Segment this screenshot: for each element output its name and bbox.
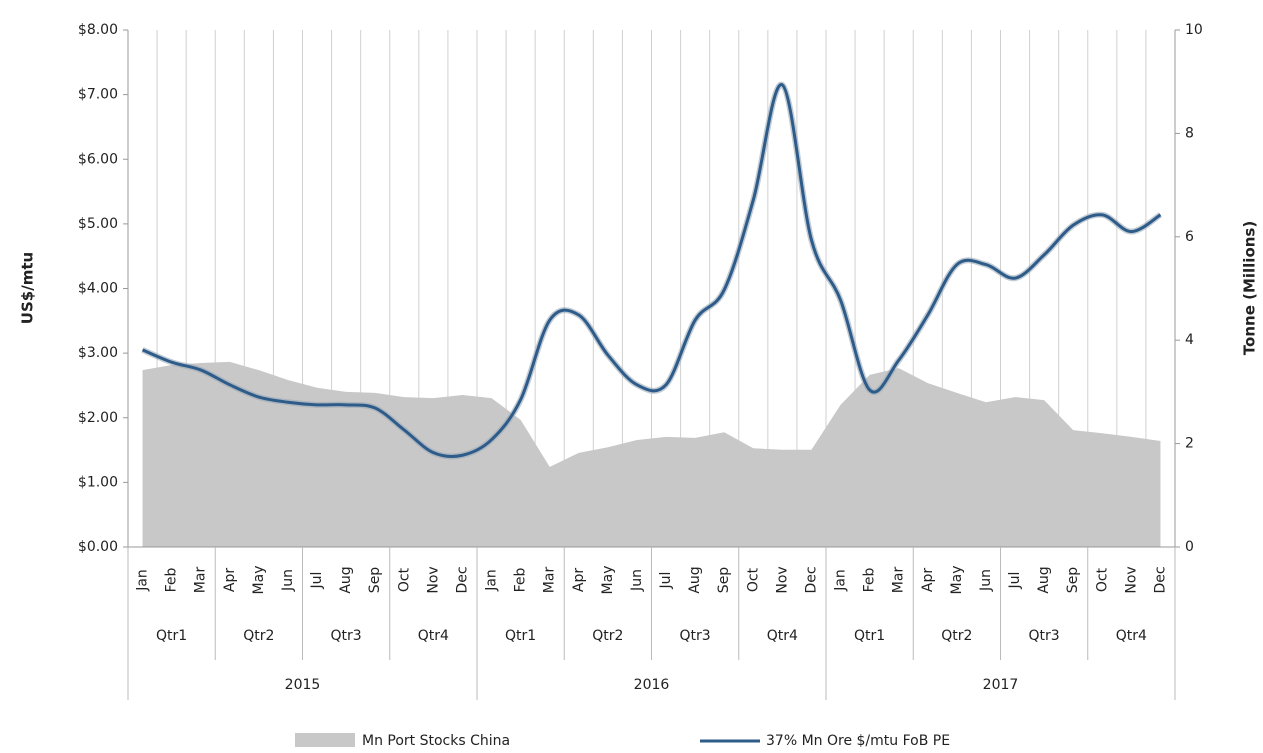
x-tick-label: Feb: [513, 567, 529, 592]
x-tick-label: May: [600, 566, 616, 595]
quarter-label: Qtr4: [418, 628, 449, 644]
y-tick-label: $5.00: [78, 216, 118, 232]
x-tick-label: Nov: [774, 566, 790, 593]
quarter-label: Qtr1: [156, 628, 187, 644]
x-tick-label: Nov: [425, 566, 441, 593]
x-tick-label: Dec: [1152, 566, 1168, 593]
quarter-label: Qtr2: [941, 628, 972, 644]
y-tick-label: $1.00: [78, 474, 118, 490]
y-tick-label: $2.00: [78, 410, 118, 426]
x-tick-label: Apr: [571, 568, 587, 592]
x-tick-label: Sep: [1065, 567, 1081, 594]
y-tick-label: $4.00: [78, 281, 118, 297]
quarter-label: Qtr4: [767, 628, 798, 644]
x-tick-label: Jan: [484, 569, 500, 592]
x-tick-label: Aug: [338, 566, 354, 593]
y2-tick-label: 2: [1185, 436, 1194, 452]
x-tick-label: Aug: [687, 566, 703, 593]
year-label: 2017: [983, 677, 1019, 693]
x-tick-label: Dec: [803, 566, 819, 593]
y2-tick-label: 0: [1185, 539, 1194, 555]
x-tick-label: Aug: [1036, 566, 1052, 593]
y2-axis-title: Tonne (Millions): [1241, 221, 1259, 355]
x-tick-label: Jul: [658, 572, 674, 590]
quarter-label: Qtr1: [505, 628, 536, 644]
x-tick-label: Dec: [454, 566, 470, 593]
y2-tick-label: 4: [1185, 332, 1194, 348]
x-tick-label: May: [251, 566, 267, 595]
line: [141, 83, 1162, 458]
y-tick-label: $7.00: [78, 87, 118, 103]
y-axis-title: US$/mtu: [19, 252, 37, 324]
x-tick-label: Jan: [135, 569, 151, 592]
legend-label: 37% Mn Ore $/mtu FoB PE: [766, 733, 950, 749]
x-tick-label: Jun: [280, 569, 296, 592]
x-tick-label: Feb: [164, 567, 180, 592]
x-tick-label: Oct: [745, 567, 761, 592]
y-tick-label: $3.00: [78, 345, 118, 361]
x-tick-label: Mar: [193, 567, 209, 594]
quarter-label: Qtr3: [1029, 628, 1060, 644]
quarter-label: Qtr2: [592, 628, 623, 644]
x-tick-label: Nov: [1123, 566, 1139, 593]
area: [142, 361, 1161, 547]
y-tick-label: $0.00: [78, 539, 118, 555]
x-tick-label: Apr: [920, 568, 936, 592]
x-tick-label: Jul: [309, 572, 325, 590]
y-tick-label: $6.00: [78, 151, 118, 167]
x-tick-label: Oct: [1094, 567, 1110, 592]
year-label: 2016: [634, 677, 670, 693]
quarter-label: Qtr1: [854, 628, 885, 644]
quarter-label: Qtr2: [243, 628, 274, 644]
x-tick-label: Jun: [978, 569, 994, 592]
y2-tick-label: 10: [1185, 22, 1203, 38]
x-tick-label: Sep: [367, 567, 383, 594]
x-tick-label: Feb: [862, 567, 878, 592]
x-tick-label: Jan: [833, 569, 849, 592]
y-tick-label: $8.00: [78, 22, 118, 38]
legend-label: Mn Port Stocks China: [362, 733, 510, 749]
x-tick-label: Sep: [716, 567, 732, 594]
x-tick-label: Apr: [222, 568, 238, 592]
quarter-label: Qtr4: [1116, 628, 1147, 644]
x-tick-label: May: [949, 566, 965, 595]
quarter-label: Qtr3: [331, 628, 362, 644]
legend-swatch: [295, 733, 355, 747]
x-tick-label: Jun: [629, 569, 645, 592]
year-label: 2015: [285, 677, 321, 693]
quarter-label: Qtr3: [680, 628, 711, 644]
x-tick-label: Mar: [542, 567, 558, 594]
x-tick-label: Jul: [1007, 572, 1023, 590]
x-tick-label: Mar: [891, 567, 907, 594]
y2-tick-label: 8: [1185, 125, 1194, 141]
x-tick-label: Oct: [396, 567, 412, 592]
y2-tick-label: 6: [1185, 229, 1194, 245]
